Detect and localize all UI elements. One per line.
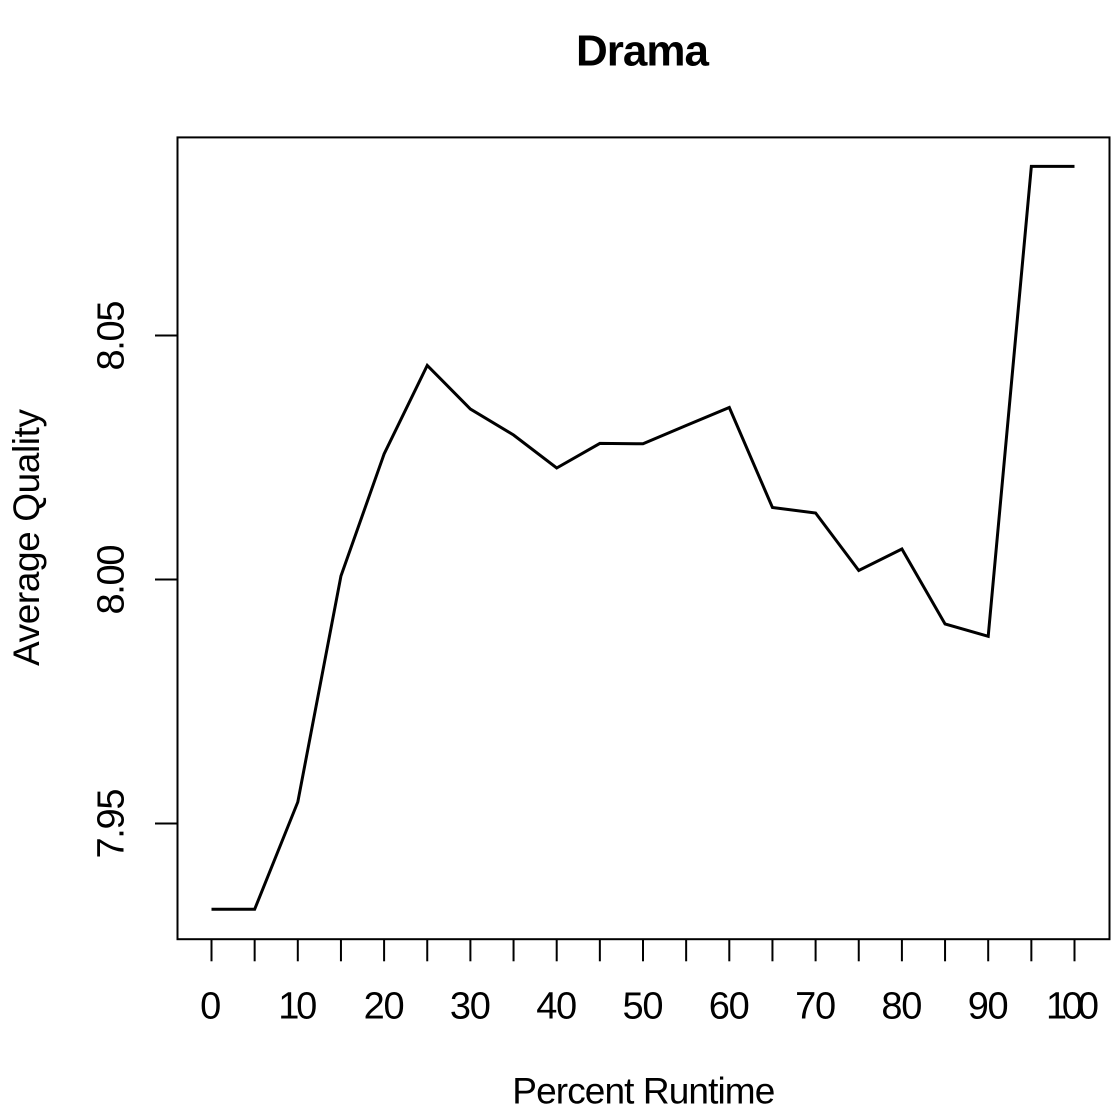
svg-text:8.05: 8.05: [91, 301, 133, 371]
svg-text:Drama: Drama: [576, 26, 710, 75]
svg-text:8.00: 8.00: [91, 545, 133, 615]
svg-text:0: 0: [200, 986, 221, 1028]
svg-text:80: 80: [881, 986, 922, 1028]
svg-text:Average Quality: Average Quality: [6, 409, 47, 667]
svg-text:20: 20: [364, 986, 405, 1028]
svg-text:90: 90: [968, 986, 1009, 1028]
svg-text:30: 30: [450, 986, 491, 1028]
svg-text:7.95: 7.95: [91, 789, 133, 859]
svg-text:60: 60: [709, 986, 750, 1028]
svg-text:70: 70: [795, 986, 836, 1028]
svg-text:50: 50: [623, 986, 664, 1028]
svg-text:100: 100: [1046, 986, 1099, 1028]
svg-text:10: 10: [278, 986, 317, 1028]
svg-text:40: 40: [536, 986, 577, 1028]
svg-text:Percent Runtime: Percent Runtime: [512, 1070, 775, 1111]
